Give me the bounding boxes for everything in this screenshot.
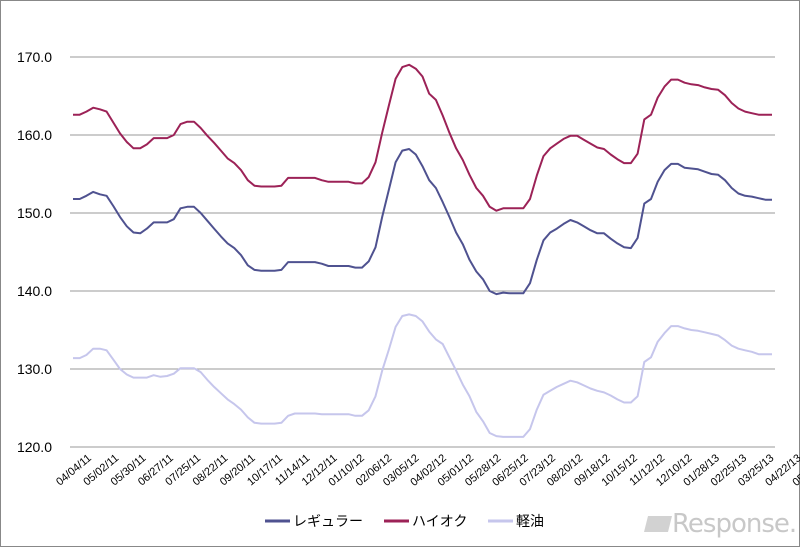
gridlines	[70, 56, 775, 448]
y-tick-label: 140.0	[17, 283, 52, 299]
y-tick-label: 120.0	[17, 439, 52, 455]
legend: レギュラー ハイオク 軽油	[265, 514, 544, 530]
legend-label-regular: レギュラー	[293, 514, 363, 530]
legend-label-highoctane: ハイオク	[412, 514, 467, 530]
response-watermark: Response.	[672, 509, 796, 539]
y-tick-label: 130.0	[17, 361, 52, 377]
series-line-highoctane	[73, 63, 772, 212]
legend-label-diesel: 軽油	[516, 514, 544, 530]
series-line-diesel	[73, 313, 772, 438]
y-tick-label: 170.0	[17, 49, 52, 65]
y-tick-label: 150.0	[17, 205, 52, 221]
x-axis-tick-labels: 04/04/1105/02/1105/30/1106/27/1107/25/11…	[54, 452, 800, 489]
y-tick-label: 160.0	[17, 127, 52, 143]
response-logo: Response.	[644, 509, 797, 539]
series-lines	[73, 63, 772, 438]
response-logo-mark	[644, 516, 672, 532]
y-axis-tick-labels: 120.0 130.0 140.0 150.0 160.0 170.0	[17, 49, 52, 455]
series-line-regular	[73, 148, 772, 296]
